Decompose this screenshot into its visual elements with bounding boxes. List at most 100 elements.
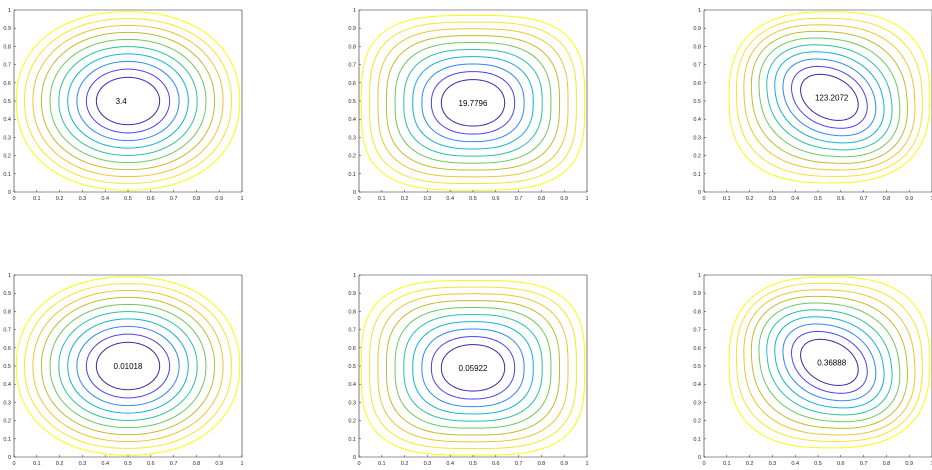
contour-plot-svg: 0.05922 0 0.1 0.2 0.3 0.4 0.5 0.6 0.7 0.8 0.9 1 0 0.1…	[348, 273, 588, 467]
y-tick-label: 0.4	[3, 117, 11, 123]
contour-line-9	[735, 17, 923, 177]
x-tick-label: 0.1	[723, 461, 731, 467]
x-tick-label: 1	[585, 461, 588, 467]
y-tick-label: 0.1	[3, 172, 11, 178]
x-tick-label: 0.5	[469, 196, 477, 202]
contour-value-label: 123.2072	[815, 93, 849, 102]
contour-plot-svg: 19.7796 0 0.1 0.2 0.3 0.4 0.5 0.6 0.7 0.8 0.9 1 0 0.1…	[348, 8, 588, 202]
x-tick-label: 0.4	[791, 196, 799, 202]
x-tick-label: 0.2	[401, 461, 409, 467]
x-tick-label: 0.2	[56, 196, 64, 202]
y-tick-label: 0.9	[693, 26, 701, 32]
contour-line-1	[95, 76, 161, 126]
contour-line-1	[800, 338, 859, 386]
y-tick-label: 0.9	[348, 291, 356, 297]
y-tick-label: 0.8	[693, 309, 701, 315]
y-tick-label: 0.4	[348, 382, 356, 388]
y-tick-label: 0.8	[348, 309, 356, 315]
contour-line-6	[49, 303, 207, 429]
x-tick-label: 0.2	[746, 461, 754, 467]
y-tick-label: 0.1	[693, 437, 701, 443]
y-tick-label: 0	[8, 455, 11, 461]
x-tick-label: 0.8	[193, 196, 201, 202]
y-tick-label: 0.5	[693, 99, 701, 105]
y-tick-label: 0.6	[348, 81, 356, 87]
y-tick-label: 0.5	[348, 99, 356, 105]
contour-line-8	[743, 24, 916, 171]
contour-line-4	[774, 51, 885, 144]
contour-line-3	[76, 60, 180, 142]
y-tick-label: 0.8	[3, 309, 11, 315]
x-tick-label: 0.6	[492, 196, 500, 202]
contour-line-6	[758, 37, 901, 158]
y-tick-label: 0.1	[348, 172, 356, 178]
x-tick-label: 0.5	[124, 461, 132, 467]
x-tick-label: 0.1	[33, 461, 41, 467]
x-tick-label: 0.2	[56, 461, 64, 467]
contour-value-label: 3.4	[116, 97, 128, 106]
y-tick-label: 0.3	[3, 135, 11, 141]
contour-value-label: 0.36888	[817, 358, 846, 367]
contour-panel-6: 0.36888 0 0.1 0.2 0.3 0.4 0.5 0.6 0.7 0.8 0.9 1 0 0.1…	[690, 265, 932, 470]
y-tick-label: 0.3	[348, 135, 356, 141]
y-tick-label: 0.6	[693, 81, 701, 87]
contour-line-5	[766, 44, 893, 151]
y-tick-label: 0.5	[3, 99, 11, 105]
y-tick-label: 0.9	[3, 26, 11, 32]
x-tick-label: 0.7	[170, 461, 178, 467]
contour-line-1	[440, 79, 506, 127]
y-tick-label: 0.4	[348, 117, 356, 123]
y-tick-label: 0.4	[693, 382, 701, 388]
contour-line-5	[58, 311, 198, 421]
y-tick-label: 1	[353, 8, 356, 14]
contour-panel-3: 123.2072 0 0.1 0.2 0.3 0.4 0.5 0.6 0.7 0.8 0.9 1 0 0.…	[690, 0, 932, 205]
x-tick-label: 0.8	[538, 461, 546, 467]
contour-line-4	[412, 321, 534, 415]
contour-line-7	[40, 31, 216, 171]
x-tick-label: 0.8	[883, 196, 891, 202]
x-tick-label: 0.6	[492, 461, 500, 467]
contour-line-7	[750, 30, 908, 164]
contour-value-label: 0.05922	[459, 364, 488, 373]
contour-line-6	[758, 302, 901, 423]
contour-line-2	[85, 68, 171, 134]
y-tick-label: 0.8	[348, 44, 356, 50]
y-tick-label: 0.5	[3, 364, 11, 370]
y-tick-label: 0.5	[348, 364, 356, 370]
y-tick-label: 0	[353, 455, 356, 461]
contour-line-9	[369, 286, 577, 450]
contour-line-8	[743, 289, 916, 436]
contour-line-1	[440, 344, 506, 392]
x-tick-label: 0.6	[837, 461, 845, 467]
contour-line-2	[791, 330, 868, 394]
contour-line-8	[32, 289, 224, 443]
contour-line-1	[95, 341, 161, 391]
y-tick-label: 0.8	[693, 44, 701, 50]
x-tick-label: 0.7	[515, 461, 523, 467]
x-tick-label: 0.7	[170, 196, 178, 202]
x-tick-label: 0.9	[215, 461, 223, 467]
contour-line-10	[728, 276, 931, 449]
y-tick-label: 0	[698, 455, 701, 461]
contour-line-3	[782, 58, 877, 137]
contour-line-9	[369, 21, 577, 185]
x-tick-label: 0.3	[424, 461, 432, 467]
contour-line-10	[360, 279, 586, 456]
contour-plot-svg: 123.2072 0 0.1 0.2 0.3 0.4 0.5 0.6 0.7 0.8 0.9 1 0 0.…	[693, 8, 932, 202]
x-tick-label: 0.8	[193, 461, 201, 467]
y-tick-label: 0.9	[3, 291, 11, 297]
y-tick-label: 0.4	[693, 117, 701, 123]
contour-line-7	[750, 295, 908, 429]
contour-line-1	[800, 73, 859, 121]
y-tick-label: 0.6	[348, 346, 356, 352]
y-tick-label: 0.2	[3, 154, 11, 160]
contour-panel-4: 0.01018 0 0.1 0.2 0.3 0.4 0.5 0.6 0.7 0.8 0.9 1 0 0.1…	[0, 265, 243, 470]
contour-line-10	[15, 276, 241, 456]
y-tick-label: 0.1	[3, 437, 11, 443]
y-tick-label: 0.9	[348, 26, 356, 32]
y-tick-label: 0.8	[3, 44, 11, 50]
y-tick-label: 0.1	[348, 437, 356, 443]
contour-line-8	[377, 28, 569, 178]
y-tick-label: 0.7	[348, 328, 356, 334]
y-tick-label: 0.3	[348, 400, 356, 406]
